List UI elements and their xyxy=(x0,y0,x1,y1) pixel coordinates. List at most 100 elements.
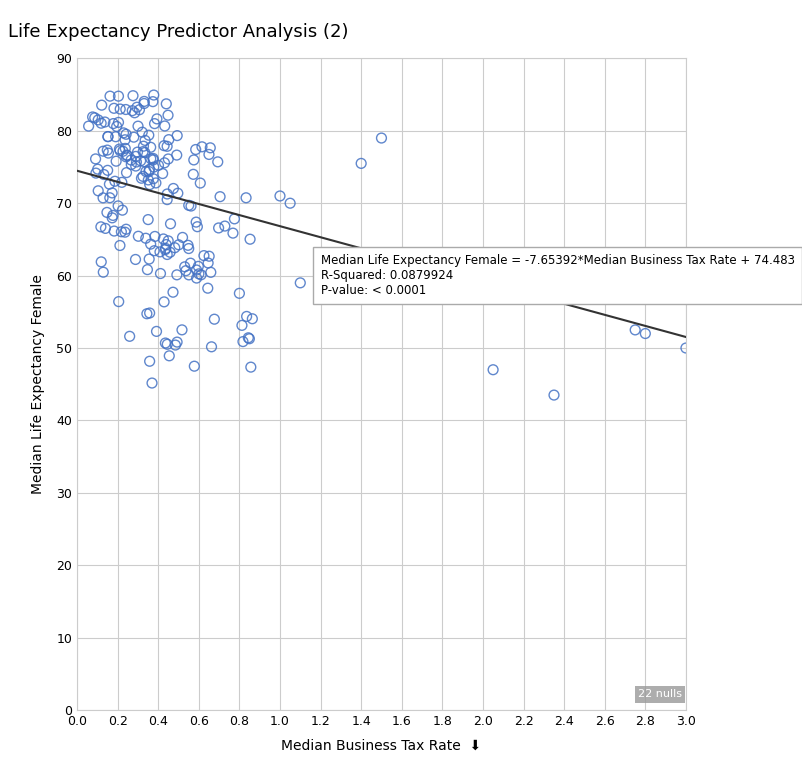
Point xyxy=(108,175,121,187)
Point xyxy=(196,141,209,153)
Point xyxy=(95,220,107,233)
Point xyxy=(142,214,155,226)
Point xyxy=(171,269,184,281)
Point xyxy=(201,282,214,294)
Point xyxy=(148,244,160,257)
Point xyxy=(143,129,156,141)
Point xyxy=(111,200,124,212)
Point xyxy=(159,337,172,349)
Point xyxy=(138,98,151,110)
Point xyxy=(83,120,95,132)
Point xyxy=(128,107,141,119)
Point xyxy=(242,332,255,344)
Point xyxy=(171,336,184,348)
Point xyxy=(160,243,172,255)
Point xyxy=(140,165,152,177)
Point xyxy=(129,151,142,163)
Point xyxy=(131,146,144,158)
Point xyxy=(679,342,692,354)
Point xyxy=(95,117,107,129)
Point xyxy=(129,253,142,266)
Point xyxy=(195,269,208,281)
Point xyxy=(114,240,127,252)
Y-axis label: Median Life Expectancy Female: Median Life Expectancy Female xyxy=(31,274,45,494)
Point xyxy=(110,155,123,167)
Point xyxy=(114,144,127,157)
Point xyxy=(134,154,147,167)
Point xyxy=(106,187,119,199)
Point xyxy=(121,149,134,161)
Point xyxy=(187,168,200,180)
Point xyxy=(100,207,113,219)
Point xyxy=(294,276,306,289)
Point xyxy=(162,134,175,146)
Point xyxy=(160,98,172,110)
Point xyxy=(354,157,367,170)
Point xyxy=(139,147,152,159)
Point xyxy=(103,178,115,190)
Point xyxy=(167,286,180,298)
Point xyxy=(212,156,225,168)
Point xyxy=(226,227,239,240)
Point xyxy=(144,153,157,165)
Point xyxy=(236,319,249,332)
Point xyxy=(228,213,241,225)
Point xyxy=(97,145,110,157)
Point xyxy=(237,336,249,348)
Point xyxy=(101,144,114,156)
Point xyxy=(150,326,163,338)
Point xyxy=(140,308,153,320)
Point xyxy=(140,232,152,244)
Point xyxy=(190,264,203,276)
Point xyxy=(107,225,120,237)
Text: Median Life Expectancy Female = -7.65392*Median Business Tax Rate + 74.483
R-Squ: Median Life Expectancy Female = -7.65392… xyxy=(321,254,795,297)
Point xyxy=(233,287,245,300)
Point xyxy=(107,209,119,221)
Point xyxy=(205,341,218,353)
Point xyxy=(182,243,195,255)
Point xyxy=(168,242,181,254)
Point xyxy=(136,145,149,157)
Point xyxy=(103,191,116,204)
Point xyxy=(273,190,286,202)
Point xyxy=(119,134,132,146)
Point xyxy=(160,248,173,260)
Point xyxy=(148,161,160,174)
Point xyxy=(147,95,160,108)
Point xyxy=(240,192,253,204)
Point xyxy=(213,222,225,234)
Point xyxy=(95,99,108,111)
Point xyxy=(95,256,107,268)
Point xyxy=(171,130,184,142)
Point xyxy=(188,154,200,166)
Point xyxy=(162,153,175,165)
Point xyxy=(170,149,183,161)
Point xyxy=(103,90,116,102)
Point xyxy=(189,144,202,156)
Point xyxy=(245,361,257,373)
Point xyxy=(97,192,110,204)
Point xyxy=(172,239,185,251)
Point xyxy=(158,120,171,132)
Point xyxy=(119,151,132,163)
Point xyxy=(639,327,652,339)
Point xyxy=(124,154,137,166)
Point xyxy=(152,159,165,171)
Point xyxy=(246,313,259,325)
Point xyxy=(110,121,123,133)
Point xyxy=(130,156,143,168)
Point xyxy=(197,250,210,262)
Point xyxy=(156,167,169,180)
Point xyxy=(157,233,170,245)
Point xyxy=(119,226,132,238)
Point xyxy=(158,140,171,152)
Point xyxy=(144,178,156,190)
Point xyxy=(119,104,132,116)
Point xyxy=(127,90,140,102)
Point xyxy=(160,238,172,250)
Point xyxy=(119,142,132,154)
Point xyxy=(148,118,161,130)
Point xyxy=(131,101,144,114)
X-axis label: Median Business Tax Rate  ⬇: Median Business Tax Rate ⬇ xyxy=(282,739,481,753)
Point xyxy=(158,157,171,169)
